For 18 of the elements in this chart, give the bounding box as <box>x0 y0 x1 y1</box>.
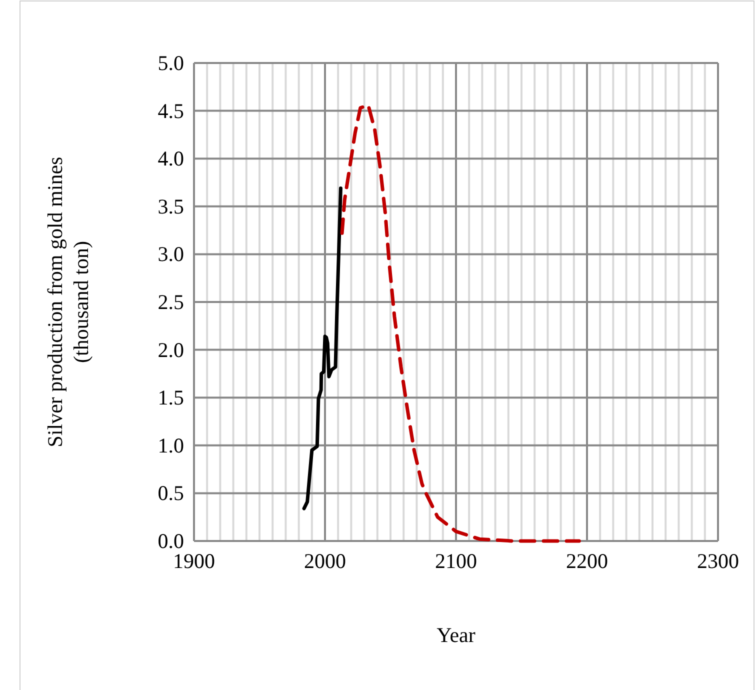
x-axis-title: Year <box>436 623 476 647</box>
y-tick-label: 4.0 <box>158 146 184 171</box>
y-tick-label: 4.5 <box>158 98 184 123</box>
y-tick-label: 3.0 <box>158 242 184 266</box>
y-tick-label: 1.5 <box>158 386 184 410</box>
y-tick-label: 2.5 <box>158 290 184 314</box>
y-tick-label: 3.5 <box>158 194 184 218</box>
x-tick-label: 2100 <box>435 549 477 573</box>
y-tick-label: 0.5 <box>158 481 184 506</box>
y-tick-label: 5.0 <box>158 51 184 75</box>
x-tick-label: 2200 <box>566 549 608 573</box>
x-tick-label: 2000 <box>304 549 346 573</box>
line-series <box>340 103 581 543</box>
y-tick-label: 2.0 <box>158 338 184 362</box>
line-series <box>302 186 342 510</box>
x-tick-label: 2300 <box>697 549 739 573</box>
y-tick-label: 1.0 <box>158 433 184 458</box>
y-axis-title: Silver production from gold mines (thousand ton) <box>43 156 93 448</box>
